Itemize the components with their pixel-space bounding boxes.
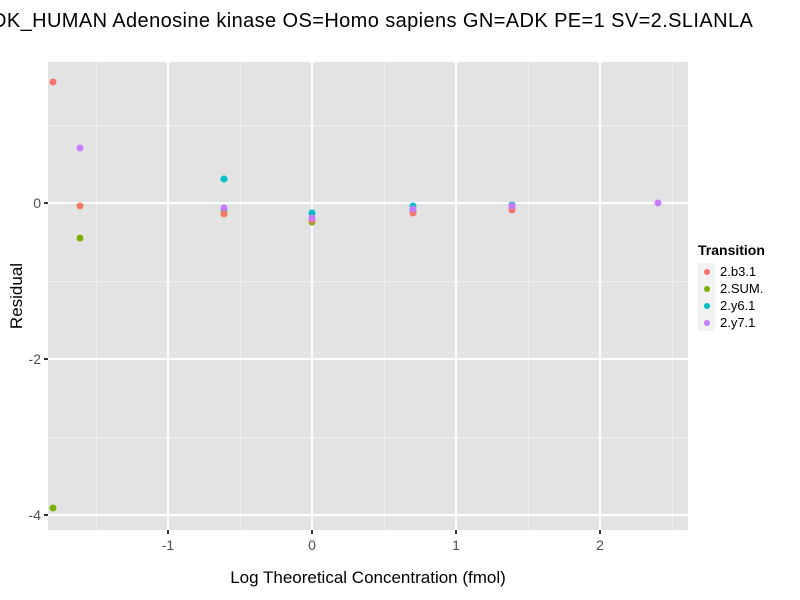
- chart-title: DK_HUMAN Adenosine kinase OS=Homo sapien…: [0, 10, 754, 32]
- gridline-major-x: [310, 62, 313, 530]
- y-tick-mark: [44, 514, 48, 517]
- gridline-major-x: [166, 62, 169, 530]
- legend-item: 2.b3.1: [698, 263, 765, 280]
- legend-items: 2.b3.1 2.SUM. 2.y6.1 2.y7.1: [698, 263, 765, 331]
- data-point-2.y7.1: [654, 199, 662, 207]
- y-tick-label: 0: [33, 195, 41, 212]
- gridline-major-y: [48, 202, 688, 205]
- x-axis-title: Log Theoretical Concentration (fmol): [230, 568, 506, 587]
- x-tick-mark: [166, 530, 169, 534]
- gridline-minor-x: [95, 62, 97, 530]
- data-point-2.y7.1: [76, 144, 84, 152]
- gridline-minor-y: [48, 437, 688, 439]
- y-tick-mark: [44, 202, 48, 205]
- legend-item-label: 2.b3.1: [720, 264, 757, 279]
- data-point-2.y6.1: [308, 209, 316, 217]
- gridline-minor-y: [48, 125, 688, 127]
- legend-dot-icon: [703, 268, 710, 275]
- data-point-2.y7.1: [220, 204, 228, 212]
- legend-key: [698, 280, 715, 297]
- legend-item: 2.SUM.: [698, 280, 765, 297]
- gridline-minor-y: [48, 281, 688, 283]
- x-tick-label: 1: [452, 537, 460, 553]
- data-point-2.y7.1: [308, 214, 316, 222]
- data-point-2.SUM.: [49, 504, 57, 512]
- legend-key: [698, 314, 715, 331]
- data-point-2.b3.1: [49, 78, 57, 85]
- gridline-major-x: [599, 62, 601, 530]
- data-point-2.y7.1: [409, 205, 417, 213]
- legend-dot-icon: [703, 285, 710, 292]
- gridline-minor-x: [239, 62, 241, 530]
- x-tick-label: 2: [596, 537, 604, 553]
- legend-item-label: 2.SUM.: [720, 281, 764, 296]
- legend-key: [698, 263, 715, 280]
- x-tick-mark: [599, 530, 601, 534]
- data-point-2.b3.1: [220, 210, 228, 218]
- data-point-2.y6.1: [409, 202, 417, 210]
- gridline-major-y: [48, 358, 688, 361]
- legend: Transition 2.b3.1 2.SUM. 2.y6.1 2.y7.1: [698, 242, 765, 331]
- data-point-2.SUM.: [76, 234, 84, 242]
- data-point-2.y7.1: [508, 202, 516, 210]
- x-tick-label: -1: [161, 537, 175, 553]
- gridline-minor-x: [672, 62, 673, 530]
- x-tick-mark: [454, 530, 457, 534]
- gridline-major-y: [48, 514, 688, 517]
- y-tick-label: -2: [28, 351, 41, 368]
- legend-item-label: 2.y7.1: [720, 315, 756, 330]
- y-tick-label: -4: [28, 507, 41, 524]
- y-axis-title: Residual: [7, 262, 26, 330]
- legend-dot-icon: [703, 319, 710, 326]
- legend-item-label: 2.y6.1: [720, 298, 756, 313]
- data-point-2.b3.1: [409, 209, 417, 217]
- x-tick-mark: [310, 530, 313, 534]
- legend-item: 2.y6.1: [698, 297, 765, 314]
- legend-title: Transition: [698, 242, 765, 258]
- legend-key: [698, 297, 715, 314]
- legend-item: 2.y7.1: [698, 314, 765, 331]
- legend-dot-icon: [703, 302, 710, 309]
- data-point-2.y6.1: [220, 175, 228, 183]
- plot-panel: [48, 62, 688, 530]
- gridline-minor-x: [383, 62, 385, 530]
- gridline-minor-x: [528, 62, 529, 530]
- gridline-major-x: [454, 62, 457, 530]
- x-tick-label: 0: [308, 537, 316, 553]
- y-tick-mark: [44, 358, 48, 361]
- data-point-2.b3.1: [508, 206, 516, 214]
- data-point-2.b3.1: [76, 202, 84, 210]
